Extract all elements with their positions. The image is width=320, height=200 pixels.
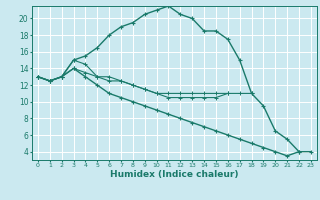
- X-axis label: Humidex (Indice chaleur): Humidex (Indice chaleur): [110, 170, 239, 179]
